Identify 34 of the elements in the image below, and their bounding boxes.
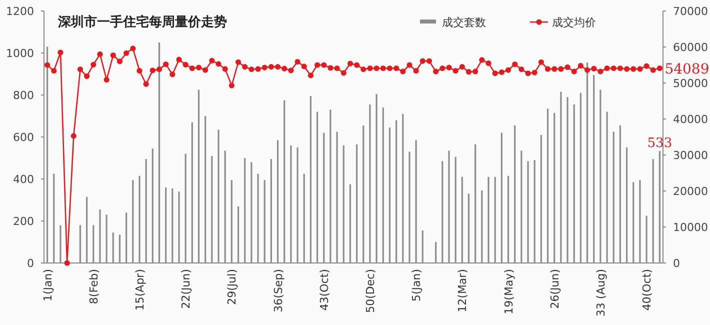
x-tick-label: 36(Sep) [272,269,285,312]
x-tick-label: 26(Jun) [548,269,562,309]
x-tick-label: 8(Feb) [87,269,100,304]
x-tick-label: 40(Oct) [640,269,654,311]
y2-tick-label: 20000 [673,185,708,198]
x-tick-label: 5(Jan) [410,269,424,302]
x-tick-label: 19(May) [502,269,516,314]
y2-tick-label: 70000 [673,5,708,18]
y-tick-label: 1000 [6,47,34,60]
y2-tick-label: 50000 [673,77,708,90]
y2-tick-label: 10000 [673,221,708,234]
x-tick-label: 1(Jan) [41,269,54,302]
y-tick-label: 400 [13,173,34,186]
legend-label: 成交均价 [552,16,596,29]
y-tick-label: 200 [13,215,34,228]
x-tick-label: 33 (Aug) [594,269,608,317]
y-tick-label: 0 [27,257,34,270]
x-tick-label: 50(Dec) [364,269,377,313]
y-tick-label: 600 [13,131,34,144]
x-tick-label: 22(Jun) [180,269,193,309]
y2-tick-label: 30000 [673,149,708,162]
y2-tick-label: 0 [673,257,680,270]
data-label: 54089 [664,61,710,78]
y-tick-label: 800 [13,89,34,102]
y2-tick-label: 60000 [673,41,708,54]
x-tick-label: 12(Mar) [456,269,470,312]
chart-title: 深圳市一手住宅每周量价走势 [57,14,227,30]
x-tick-label: 15(Apr) [133,269,146,311]
x-tick-label: 43(Oct) [318,269,331,311]
legend-label: 成交套数 [442,16,486,29]
y2-tick-label: 40000 [673,113,708,126]
data-label: 533 [647,136,672,152]
y-tick-label: 1200 [6,5,34,18]
x-tick-label: 29(Jul) [226,269,239,305]
